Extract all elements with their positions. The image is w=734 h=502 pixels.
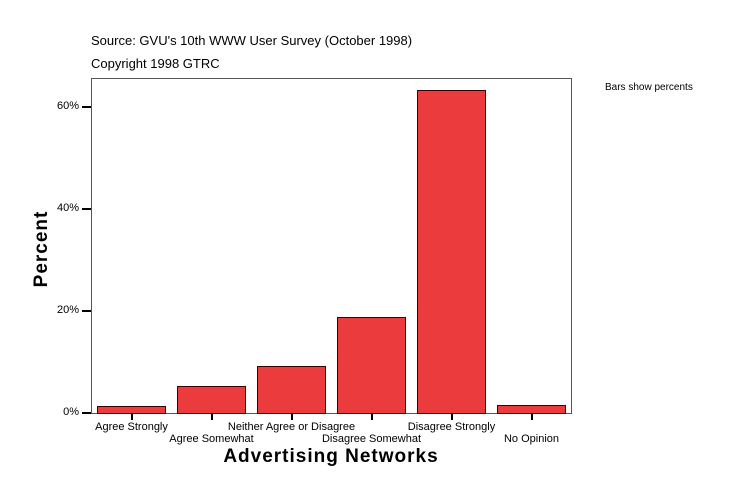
x-tick-label: Disagree Strongly: [407, 421, 496, 433]
y-tick-label: 20%: [56, 304, 79, 316]
y-axis-title: Percent: [31, 210, 52, 288]
chart-source: Source: GVU's 10th WWW User Survey (Octo…: [91, 33, 413, 48]
y-tick-mark: [82, 412, 91, 414]
y-tick-label: 60%: [56, 100, 79, 112]
y-tick-mark: [82, 208, 91, 210]
chart-copyright: Copyright 1998 GTRC: [91, 56, 220, 71]
y-tick-mark: [82, 106, 91, 108]
y-tick-mark: [82, 310, 91, 312]
chart-annotation: Bars show percents: [605, 82, 693, 93]
bar-disagree-strongly: [417, 90, 486, 414]
y-tick-label: 0%: [63, 406, 79, 418]
x-tick-label: No Opinion: [503, 433, 560, 445]
x-tick-mark: [290, 413, 293, 420]
x-tick-mark: [210, 413, 213, 420]
x-tick-label: Neither Agree or Disagree: [227, 421, 356, 433]
x-tick-mark: [530, 413, 533, 420]
x-tick-mark: [130, 413, 133, 420]
plot-area: [91, 78, 572, 414]
y-tick-label: 40%: [56, 202, 79, 214]
x-tick-label: Agree Somewhat: [169, 433, 254, 445]
bar-agree-somewhat: [177, 385, 246, 414]
x-tick-label: Agree Strongly: [95, 421, 168, 433]
x-tick-mark: [370, 413, 373, 420]
x-tick-mark: [450, 413, 453, 420]
x-axis-title: Advertising Networks: [223, 446, 439, 467]
x-tick-label: Disagree Somewhat: [321, 433, 422, 445]
bar-neither-agree-or-disagree: [257, 366, 326, 414]
bar-disagree-somewhat: [337, 317, 406, 414]
